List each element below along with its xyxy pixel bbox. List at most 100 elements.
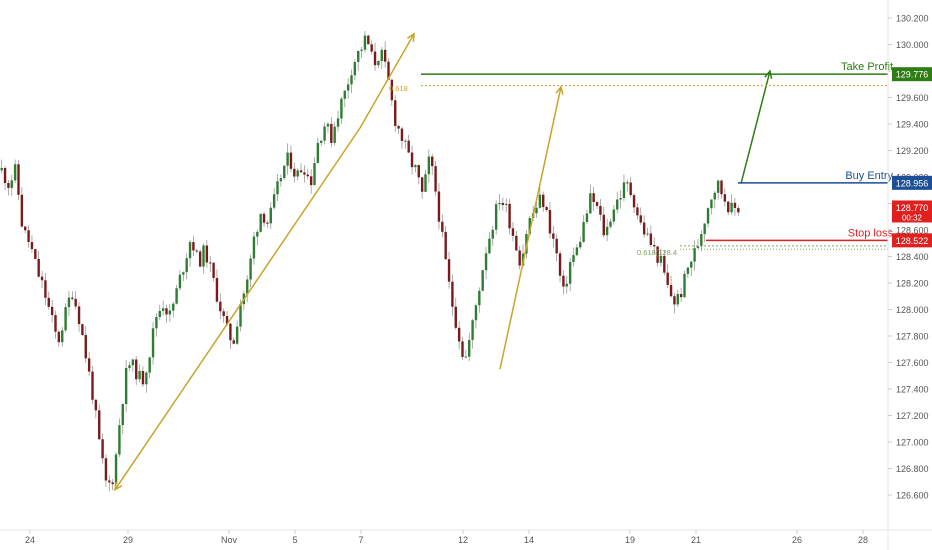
y-tick-label: 130.200 xyxy=(896,14,929,24)
candle-body xyxy=(394,100,397,126)
candle-body xyxy=(128,365,131,369)
candle-body xyxy=(713,192,716,200)
candle-body xyxy=(330,123,333,143)
candle-body xyxy=(733,202,737,208)
candle-body xyxy=(202,245,205,267)
candle-body xyxy=(579,241,582,248)
candle-body xyxy=(77,306,81,325)
candle-body xyxy=(316,142,320,164)
candle-body xyxy=(690,261,693,268)
candle-body xyxy=(192,242,195,251)
candle-body xyxy=(720,180,723,195)
candle-body xyxy=(370,44,373,52)
y-tick-label: 127.400 xyxy=(896,385,929,395)
candle-body xyxy=(252,236,256,259)
candle-body xyxy=(346,84,350,91)
x-tick-label: 14 xyxy=(524,535,534,545)
y-tick-label: 126.600 xyxy=(896,491,929,501)
candle-body xyxy=(50,306,54,316)
stop-loss-price-tag-bg xyxy=(892,233,932,248)
candle-body xyxy=(703,223,706,235)
candle-body xyxy=(659,255,663,263)
candle-body xyxy=(357,50,360,62)
candle-body xyxy=(114,454,118,485)
candle-body xyxy=(229,323,232,341)
candle-body xyxy=(565,283,568,287)
x-tick-label: 5 xyxy=(292,535,297,545)
candle-body xyxy=(84,335,87,359)
x-tick-label: 19 xyxy=(625,535,635,545)
candle-body xyxy=(64,307,67,331)
candle-body xyxy=(37,258,40,277)
candle-body xyxy=(10,180,13,188)
candle-body xyxy=(13,164,17,181)
candle-body xyxy=(663,255,666,273)
y-tick-label: 128.400 xyxy=(896,252,929,262)
candle-body xyxy=(121,404,124,426)
take-profit-label: Take Profit xyxy=(841,61,893,73)
candle-body xyxy=(673,296,676,305)
candle-body xyxy=(592,193,595,203)
candle-body xyxy=(616,199,619,210)
candle-body xyxy=(272,194,276,208)
candle-body xyxy=(609,221,612,227)
arrow-down-left-head xyxy=(114,481,123,492)
x-tick-label: 28 xyxy=(858,535,868,545)
candle-body xyxy=(498,202,501,205)
candle-body xyxy=(457,327,461,342)
buy-entry-label: Buy Entry xyxy=(845,170,893,182)
y-tick-label: 129.600 xyxy=(896,93,929,103)
candle-body xyxy=(34,249,37,259)
arrow-retrace-up xyxy=(499,86,562,370)
candle-body xyxy=(407,140,410,153)
price-levels: Take Profit Buy Entry Stop loss xyxy=(421,61,894,250)
y-tick-label: 128.000 xyxy=(896,305,929,315)
x-tick-label: 7 xyxy=(358,535,363,545)
candle-body xyxy=(653,245,656,247)
x-tick-label: 12 xyxy=(458,535,468,545)
candle-body xyxy=(447,259,451,282)
candle-body xyxy=(410,152,414,168)
candle-body xyxy=(259,213,262,232)
candle-body xyxy=(343,90,346,99)
y-tick-label: 127.000 xyxy=(896,438,929,448)
candle-body xyxy=(172,303,175,311)
candle-body xyxy=(501,202,505,205)
y-tick-label: 129.200 xyxy=(896,146,929,156)
candle-body xyxy=(383,49,387,62)
candle-body xyxy=(195,250,198,252)
candle-body xyxy=(0,167,3,171)
candle-body xyxy=(515,235,518,251)
candle-body xyxy=(124,368,128,405)
candle-body xyxy=(299,170,303,173)
candle-body xyxy=(710,199,713,209)
stop-loss-label: Stop loss xyxy=(848,227,894,239)
candle-body xyxy=(676,294,679,305)
candle-body xyxy=(239,304,242,327)
buy-entry-price-tag: 128.956 xyxy=(896,178,929,188)
candle-body xyxy=(57,331,61,343)
candle-body xyxy=(390,79,394,101)
candle-body xyxy=(222,311,225,317)
candle-body xyxy=(336,118,340,127)
candle-body xyxy=(380,49,383,62)
candle-body xyxy=(3,167,7,184)
x-tick-label: Nov xyxy=(221,535,238,545)
candle-body xyxy=(145,372,148,385)
candle-body xyxy=(377,61,380,66)
candle-body xyxy=(104,458,108,481)
candle-body xyxy=(491,229,494,239)
candle-body xyxy=(360,49,363,51)
candle-body xyxy=(572,255,575,263)
candle-body xyxy=(622,182,626,198)
candle-body xyxy=(340,98,343,119)
y-tick-label: 126.800 xyxy=(896,464,929,474)
candle-body xyxy=(373,51,377,66)
candle-body xyxy=(505,203,508,205)
candle-body xyxy=(471,320,474,340)
candle-body xyxy=(693,248,696,262)
candle-body xyxy=(131,359,135,366)
candle-body xyxy=(716,180,720,193)
candle-body xyxy=(444,231,447,260)
